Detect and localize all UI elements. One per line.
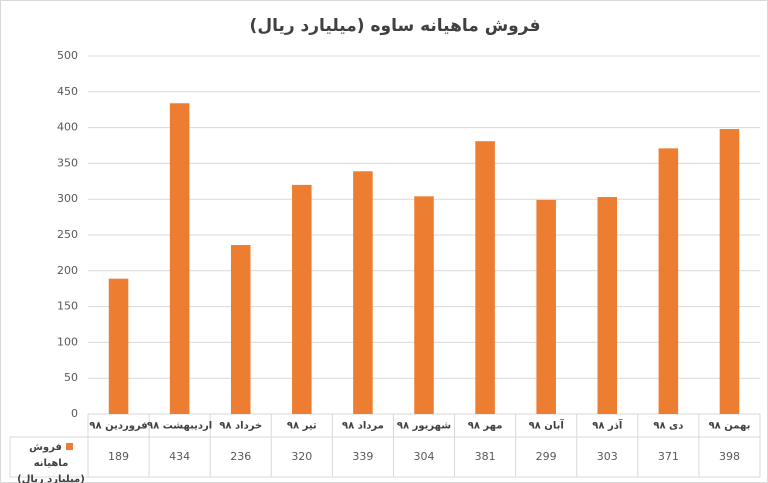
- y-tick-label: 0: [71, 407, 78, 420]
- table-value: 434: [169, 450, 190, 463]
- y-tick-label: 300: [57, 192, 78, 205]
- y-tick-label: 50: [64, 371, 78, 384]
- bar: [169, 103, 190, 415]
- x-tick-label: خرداد ۹۸: [219, 421, 262, 432]
- x-tick-label: فروردین ۹۸: [89, 421, 147, 432]
- bar: [658, 148, 679, 414]
- table-value: 371: [658, 450, 679, 463]
- legend-swatch: [65, 443, 73, 450]
- x-tick-label: آبان ۹۸: [529, 419, 565, 432]
- x-tick-label: بهمن ۹۸: [709, 421, 751, 432]
- legend-label: فروش ماهیانه (میلیارد ریال): [17, 442, 85, 483]
- y-tick-label: 250: [57, 228, 78, 241]
- bar: [108, 278, 129, 414]
- table-value: 299: [536, 450, 557, 463]
- x-tick-label: آذر ۹۸: [592, 419, 623, 432]
- bar: [230, 245, 251, 414]
- y-tick-label: 500: [57, 49, 78, 62]
- table-value: 398: [719, 450, 740, 463]
- table-value: 189: [108, 450, 129, 463]
- table-value: 320: [291, 450, 312, 463]
- y-tick-label: 100: [57, 335, 78, 348]
- y-tick-label: 200: [57, 264, 78, 277]
- y-tick-label: 350: [57, 156, 78, 169]
- bar: [597, 197, 618, 414]
- table-value: 236: [230, 450, 251, 463]
- legend-entry: فروش ماهیانه (میلیارد ریال): [14, 440, 88, 483]
- x-tick-label: دی ۹۸: [653, 421, 683, 432]
- x-tick-label: مهر ۹۸: [468, 421, 503, 432]
- x-tick-label: شهریور ۹۸: [397, 421, 451, 432]
- x-tick-label: تیر ۹۸: [287, 421, 317, 432]
- table-value: 381: [475, 450, 496, 463]
- table-value: 339: [352, 450, 373, 463]
- bar: [353, 171, 373, 414]
- chart-title: فروش ماهیانه ساوه (میلیارد ریال): [250, 16, 541, 36]
- bar: [475, 141, 495, 415]
- y-tick-label: 150: [57, 300, 78, 313]
- bar: [292, 184, 312, 414]
- bar: [719, 129, 740, 415]
- x-tick-label: مرداد ۹۸: [342, 421, 384, 432]
- y-tick-label: 450: [57, 85, 78, 98]
- table-value: 304: [414, 450, 435, 463]
- bar: [536, 199, 556, 414]
- bar: [414, 196, 434, 414]
- x-tick-label: اردیبهشت ۹۸: [147, 421, 212, 432]
- y-tick-label: 400: [57, 121, 78, 134]
- table-value: 303: [597, 450, 618, 463]
